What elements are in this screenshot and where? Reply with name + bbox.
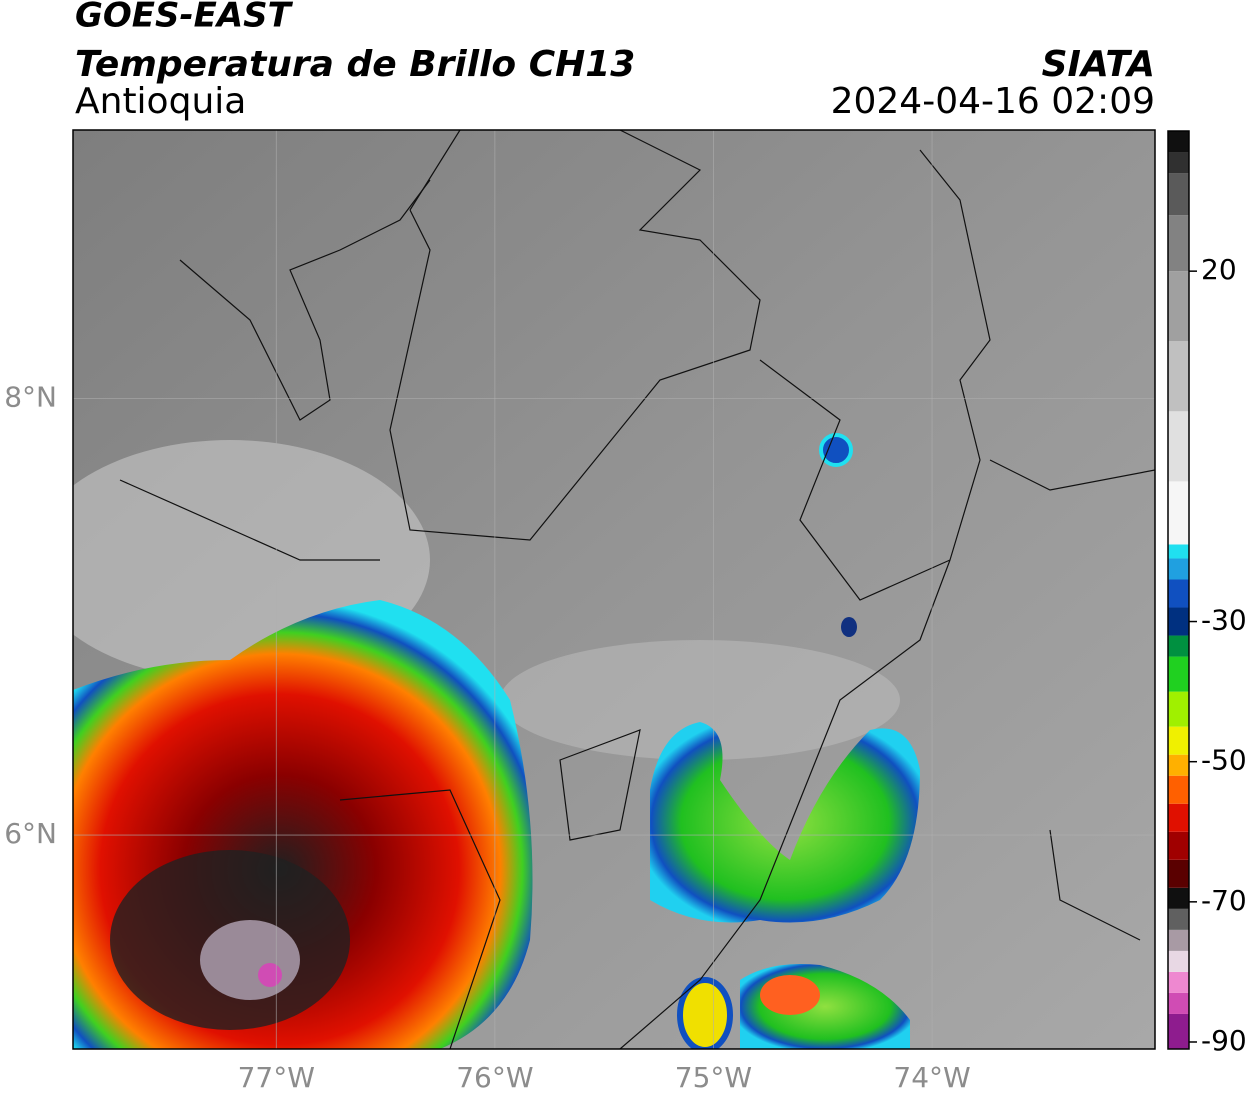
colorbar-tick-label: -30 <box>1201 604 1247 637</box>
colorbar-band <box>1168 558 1189 580</box>
title: GOES-EAST <box>75 0 294 36</box>
x-tick-label: 75°W <box>675 1061 752 1094</box>
map-frame <box>72 129 1156 1050</box>
colorbar-band <box>1168 271 1189 342</box>
colorbar-band <box>1168 971 1189 993</box>
colorbar-band <box>1168 215 1189 272</box>
colorbar-band <box>1168 544 1189 559</box>
region: Antioquia <box>75 81 246 122</box>
colorbar-band <box>1168 887 1189 909</box>
colorbar-band <box>1168 635 1189 657</box>
colorbar-band <box>1168 775 1189 804</box>
colorbar-band <box>1168 859 1189 888</box>
colorbar-band <box>1168 173 1189 216</box>
colorbar-tick-label: 20 <box>1201 253 1237 286</box>
colorbar-tick-label: -50 <box>1201 744 1247 777</box>
colorbar-band <box>1168 481 1189 545</box>
colorbar-band <box>1168 754 1189 776</box>
colorbar-band <box>1168 929 1189 951</box>
y-tick-label: 6°N <box>4 817 57 850</box>
x-tick-label: 74°W <box>893 1061 970 1094</box>
subtitle: Temperatura de Brillo CH13 <box>75 44 635 85</box>
x-tick-label: 76°W <box>456 1061 533 1094</box>
colorbar-band <box>1168 607 1189 636</box>
colorbar-band <box>1168 908 1189 930</box>
datetime: 2024-04-16 02:09 <box>831 81 1155 122</box>
colorbar-tick-label: -70 <box>1201 884 1247 917</box>
colorbar-tick-label: -90 <box>1201 1024 1247 1057</box>
colorbar-band <box>1168 579 1189 608</box>
imagery <box>73 130 1155 1049</box>
y-tick-label: 8°N <box>4 380 57 413</box>
colorbar-band <box>1168 726 1189 755</box>
colorbar-band <box>1168 656 1189 692</box>
grid <box>73 130 1155 1049</box>
colorbar-band <box>1168 131 1189 153</box>
colorbar-band <box>1168 411 1189 482</box>
colorbar-band <box>1168 803 1189 832</box>
colorbar-band <box>1168 831 1189 860</box>
colorbar-band <box>1168 341 1189 412</box>
colorbar <box>1168 131 1189 1049</box>
colorbar-frame <box>1167 130 1190 1050</box>
colorbar-band <box>1168 992 1189 1014</box>
colorbar-band <box>1168 1013 1189 1049</box>
source: SIATA <box>1042 44 1155 85</box>
colorbar-band <box>1168 950 1189 972</box>
colorbar-band <box>1168 152 1189 174</box>
x-tick-label: 77°W <box>238 1061 315 1094</box>
colorbar-band <box>1168 691 1189 727</box>
